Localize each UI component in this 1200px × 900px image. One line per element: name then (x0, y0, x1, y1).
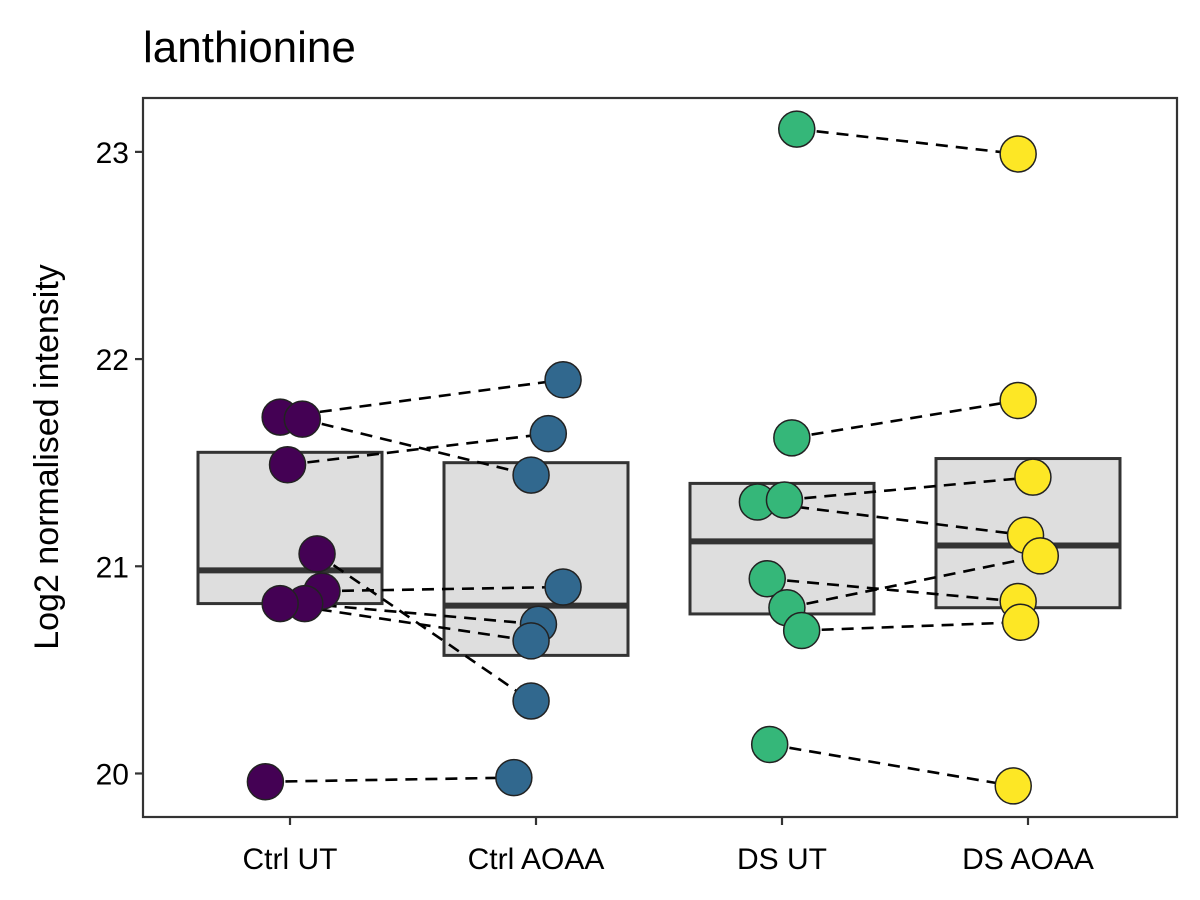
data-point-2-1 (773, 419, 811, 457)
chart-title: lanthionine (143, 23, 356, 72)
x-tick-label-1: Ctrl AOAA (468, 843, 605, 876)
plot-panel-border (141, 96, 1179, 819)
x-tick-label-3: DS AOAA (962, 843, 1094, 876)
y-tick-label-22: 22 (96, 344, 129, 377)
data-point-2-0 (778, 110, 816, 148)
pair-line-7 (265, 776, 514, 784)
data-point-1-2 (512, 456, 550, 494)
pair-line-15 (769, 743, 1014, 788)
data-point-0-1 (283, 400, 322, 438)
data-point-3-4 (1021, 537, 1060, 575)
pair-line-10 (757, 500, 1026, 537)
pair-line-12 (767, 577, 1019, 603)
y-axis-label: Log2 normalised intensity (28, 264, 66, 650)
data-point-1-3 (544, 568, 582, 606)
data-point-3-7 (994, 767, 1032, 805)
y-tick-label-23: 23 (96, 137, 129, 170)
pair-line-3 (316, 552, 532, 703)
data-point-0-6 (261, 584, 299, 623)
data-point-2-7 (750, 725, 789, 764)
data-point-2-3 (765, 481, 804, 519)
data-point-3-2 (1014, 458, 1052, 496)
pair-line-11 (784, 475, 1034, 502)
pair-line-8 (796, 127, 1019, 156)
pair-line-0 (279, 378, 564, 419)
data-point-1-0 (544, 361, 582, 399)
y-tick-label-21: 21 (96, 551, 129, 584)
data-point-0-7 (246, 763, 285, 801)
pair-line-2 (287, 432, 549, 467)
pair-line-14 (801, 620, 1021, 632)
plot-area: 20 21 22 23 Ctrl UT Ctrl AOAA DS UT DS AOAA (96, 96, 1179, 876)
data-point-0-2 (268, 446, 307, 484)
data-point-0-3 (298, 535, 336, 573)
data-point-3-6 (1001, 603, 1040, 641)
pair-line-13 (786, 554, 1041, 609)
y-tick-label-20: 20 (96, 758, 129, 791)
data-point-1-7 (495, 758, 533, 797)
data-point-3-0 (999, 135, 1037, 173)
data-point-2-4 (748, 559, 786, 598)
data-point-1-6 (512, 682, 550, 720)
pair-line-9 (791, 399, 1019, 440)
data-point-1-5 (512, 622, 550, 660)
data-point-2-6 (782, 611, 821, 650)
pair-line-4 (321, 585, 564, 593)
x-tick-label-2: DS UT (737, 843, 827, 876)
data-point-3-1 (999, 381, 1037, 420)
x-tick-label-0: Ctrl UT (243, 843, 338, 876)
data-point-1-1 (529, 414, 568, 453)
